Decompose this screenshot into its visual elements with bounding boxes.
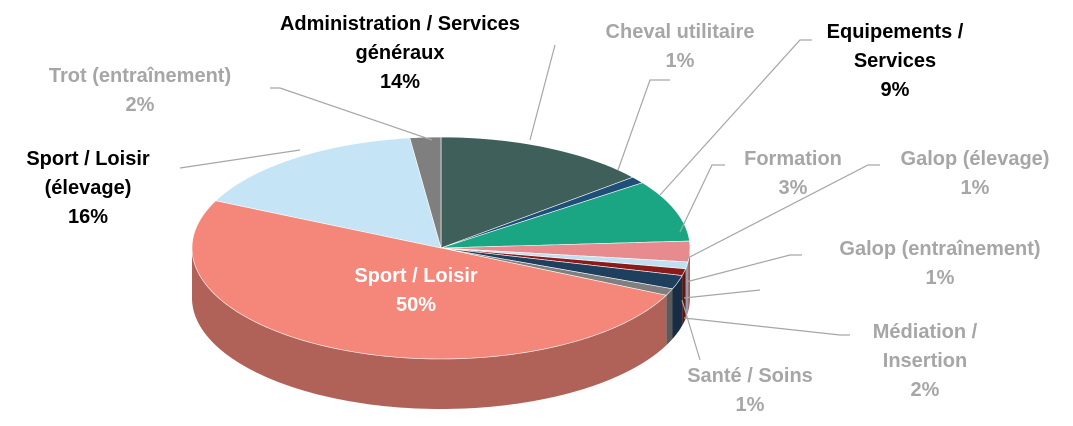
pie-slice: [440, 182, 690, 249]
slice-name: Administration / Services généraux: [279, 13, 521, 64]
leader-line: [679, 164, 725, 233]
slice-label: Cheval utilitaire 1%: [580, 18, 780, 76]
slice-label: Sport / Loisir 50%: [316, 262, 516, 320]
leader-line: [683, 317, 850, 336]
pie-side: [192, 248, 667, 409]
pie-slice: [440, 136, 634, 249]
slice-name: Cheval utilitaire: [605, 21, 755, 43]
slice-label: Médiation / Insertion 2%: [840, 318, 1010, 405]
pie-slice: [191, 200, 667, 360]
slice-name: Formation: [744, 148, 842, 170]
slice-value: 14%: [379, 71, 421, 93]
slice-value: 3%: [778, 177, 808, 199]
slice-label: Sport / Loisir (élevage) 16%: [3, 145, 173, 232]
leader-line: [529, 44, 556, 141]
leader-line: [617, 79, 670, 171]
slice-value: 2%: [125, 94, 155, 116]
slice-label: Administration / Services généraux 14%: [235, 10, 565, 97]
slice-value: 1%: [735, 394, 765, 416]
pie-slice: [440, 240, 691, 263]
leader-line: [659, 39, 812, 196]
slice-name: Médiation / Insertion: [872, 321, 978, 372]
pie-side: [672, 275, 683, 339]
pie-slice: [440, 247, 683, 290]
pie-side: [685, 261, 689, 319]
slice-label: Formation 3%: [718, 145, 868, 203]
slice-name: Santé / Soins: [687, 365, 813, 387]
pie-tops: [191, 136, 691, 360]
slice-value: 2%: [910, 379, 940, 401]
slice-label: Equipements / Services 9%: [785, 18, 1005, 105]
leader-line: [270, 87, 433, 141]
slice-name: Trot (entraînement): [48, 65, 232, 87]
leader-line: [683, 289, 761, 299]
slice-value: 1%: [925, 267, 955, 289]
pie-side: [666, 288, 673, 346]
slice-value: 1%: [960, 177, 990, 199]
slice-label: Trot (entraînement) 2%: [10, 62, 270, 120]
leader-line: [685, 254, 802, 283]
slice-name: Galop (entraînement): [839, 238, 1041, 260]
slice-name: Galop (élevage): [900, 148, 1050, 170]
slice-value: 1%: [665, 50, 695, 72]
slice-value: 50%: [395, 294, 437, 316]
leader-line: [683, 164, 880, 261]
slice-value: 16%: [67, 206, 109, 228]
slice-name: Equipements / Services: [826, 21, 964, 72]
leader-lines: [179, 39, 880, 361]
slice-label: Galop (élevage) 1%: [875, 145, 1073, 203]
pie-slice: [215, 137, 442, 249]
slice-label: Galop (entraînement) 1%: [795, 235, 1073, 293]
slice-label: Santé / Soins 1%: [660, 362, 840, 420]
slice-name: Sport / Loisir (élevage): [26, 148, 150, 199]
leader-line: [179, 149, 301, 169]
pie-side: [682, 268, 686, 326]
leader-line: [681, 299, 701, 361]
slice-name: Sport / Loisir: [354, 265, 478, 287]
pie-sides: [192, 248, 690, 409]
pie-side: [688, 248, 690, 312]
slice-value: 9%: [880, 79, 910, 101]
